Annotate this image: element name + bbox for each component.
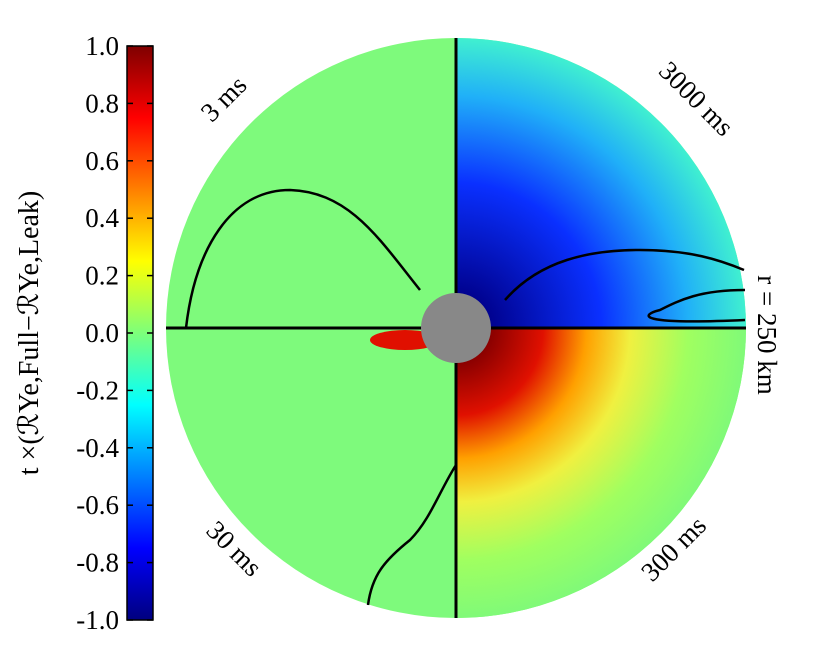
colorbar-tick-label: 0.2: [85, 261, 119, 291]
contour: [184, 188, 421, 329]
colorbar-tick-label: -0.2: [76, 375, 119, 405]
colorbar-label: t ×(ℛYe,Full−ℛYe,Leak): [14, 191, 45, 475]
contour: [366, 464, 458, 606]
colorbar-tick-label: -1.0: [76, 605, 119, 635]
colorbar-tick-label: -0.4: [76, 433, 119, 463]
polar-map: [166, 38, 746, 618]
quadrant-label: 3 ms: [195, 70, 253, 128]
colorbar-tick-label: 0.6: [85, 146, 119, 176]
colorbar-tick-label: -0.6: [76, 490, 119, 520]
quadrant-300ms: [456, 328, 746, 618]
colorbar-tick-label: 0.8: [85, 88, 119, 118]
colorbar-tick-label: -0.8: [76, 548, 119, 578]
radius-label: r = 250 km: [752, 275, 782, 394]
colorbar-tick-label: 0.0: [85, 318, 119, 348]
core: [421, 293, 491, 363]
quadrant-3000ms: [456, 38, 746, 328]
colorbar-tick-label: 1.0: [85, 31, 119, 61]
contour: [504, 248, 746, 323]
colorbar-tick-label: 0.4: [85, 203, 119, 233]
